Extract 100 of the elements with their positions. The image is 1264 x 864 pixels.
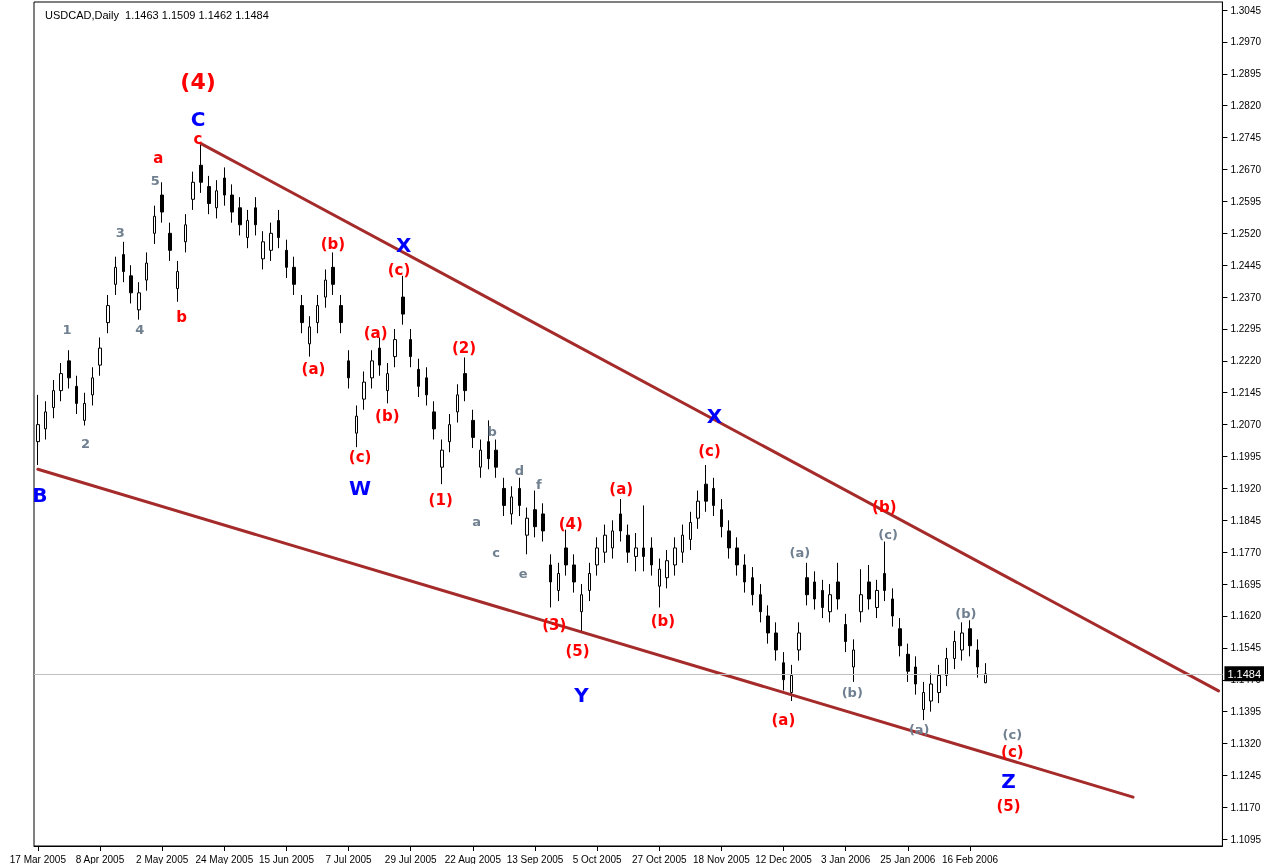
annotation: (a) (789, 544, 811, 560)
annotation: (5) (996, 797, 1021, 816)
candlestick (883, 541, 886, 602)
candlestick (984, 662, 987, 684)
candlestick (316, 294, 319, 334)
y-tick-label: 1.2220 (1230, 355, 1262, 367)
candlestick (557, 562, 560, 602)
candlestick (743, 553, 746, 594)
candlestick (160, 181, 164, 224)
candlestick (269, 222, 273, 262)
candlestick (720, 498, 723, 538)
annotation: b (176, 307, 188, 326)
y-tick-label: 1.2445 (1230, 259, 1262, 271)
candlestick (642, 504, 645, 572)
candlestick (510, 485, 513, 526)
candlestick (572, 553, 576, 594)
candlestick (184, 213, 187, 253)
candlestick (960, 621, 964, 662)
annotation: (c) (348, 448, 372, 467)
annotation: 5 (150, 172, 160, 188)
candlestick (696, 490, 700, 530)
y-tick-label: 1.2820 (1230, 100, 1262, 112)
x-tick-label: 2 May 2005 (136, 853, 189, 864)
annotation: c (193, 129, 203, 148)
candlestick (774, 621, 778, 662)
candlestick (611, 519, 614, 560)
x-tick-label: 17 Mar 2005 (9, 853, 67, 864)
annotation: (c) (698, 442, 721, 461)
candlestick (735, 536, 739, 577)
candlestick (914, 655, 917, 696)
candlestick (129, 264, 133, 304)
candlestick (285, 239, 288, 279)
candlestick (370, 349, 374, 389)
annotation: (b) (872, 497, 897, 516)
candlestick (292, 256, 296, 296)
candlestick (836, 562, 840, 611)
candlestick (440, 439, 444, 485)
candlestick (945, 647, 948, 687)
candlestick (254, 196, 257, 236)
x-tick-label: 29 Jul 2005 (384, 853, 438, 864)
candlestick (494, 439, 498, 479)
annotation: a (153, 149, 164, 168)
candlestick (425, 366, 428, 406)
annotation: (2) (451, 339, 477, 358)
annotation: a (472, 513, 481, 529)
candlestick (681, 524, 684, 564)
candlestick (409, 328, 412, 368)
x-tick-label: 25 Jan 2006 (880, 853, 936, 864)
candlestick (704, 464, 708, 513)
candlestick (456, 383, 459, 424)
candlestick (75, 375, 78, 415)
candlestick (821, 579, 824, 619)
candlestick (859, 568, 863, 623)
candlestick (145, 251, 148, 292)
candlestick (114, 256, 117, 296)
y-tick-label: 1.1095 (1230, 833, 1262, 845)
candlestick (525, 507, 529, 555)
annotation: (c) (1002, 726, 1023, 742)
annotation: (5) (565, 642, 590, 661)
annotation: (a) (301, 360, 326, 379)
candlestick (906, 643, 910, 683)
candlestick (44, 400, 47, 441)
y-tick-label: 1.1320 (1230, 738, 1262, 750)
annotation: d (514, 462, 524, 478)
annotation: (c) (1001, 743, 1024, 761)
y-tick-label: 1.2745 (1230, 132, 1262, 144)
candlestick (432, 400, 436, 441)
candlestick (230, 183, 234, 224)
annotation: (b) (650, 612, 676, 631)
annotation: (b) (375, 406, 400, 425)
candlestick (362, 370, 366, 411)
candlestick (790, 664, 793, 702)
candlestick (176, 260, 179, 303)
x-tick-label: 3 Jan 2006 (820, 853, 871, 864)
y-tick-label: 1.2595 (1230, 195, 1262, 207)
candlestick (487, 419, 490, 470)
annotation: Y (573, 682, 590, 707)
annotation: (4) (558, 515, 583, 534)
candlestick (355, 405, 358, 448)
annotation: f (535, 477, 542, 493)
candlestick (844, 613, 847, 653)
y-tick-label: 1.2670 (1230, 164, 1262, 176)
candlestick (766, 604, 770, 645)
candlestick (98, 336, 102, 377)
candlestick (36, 394, 40, 466)
y-tick-label: 1.1620 (1230, 610, 1262, 622)
candlestick (634, 532, 638, 572)
candlestick (83, 392, 86, 426)
candlestick (67, 349, 71, 389)
candlestick (619, 498, 622, 543)
candlestick (207, 175, 211, 215)
x-tick-label: 16 Feb 2006 (941, 853, 999, 864)
candlestick (937, 664, 941, 704)
candlestick (153, 205, 156, 245)
candlestick (59, 362, 63, 402)
candlestick (106, 294, 110, 334)
annotation: 2 (80, 435, 90, 451)
candlestick (976, 638, 979, 679)
candlestick (727, 519, 731, 560)
candlestick (673, 536, 677, 577)
